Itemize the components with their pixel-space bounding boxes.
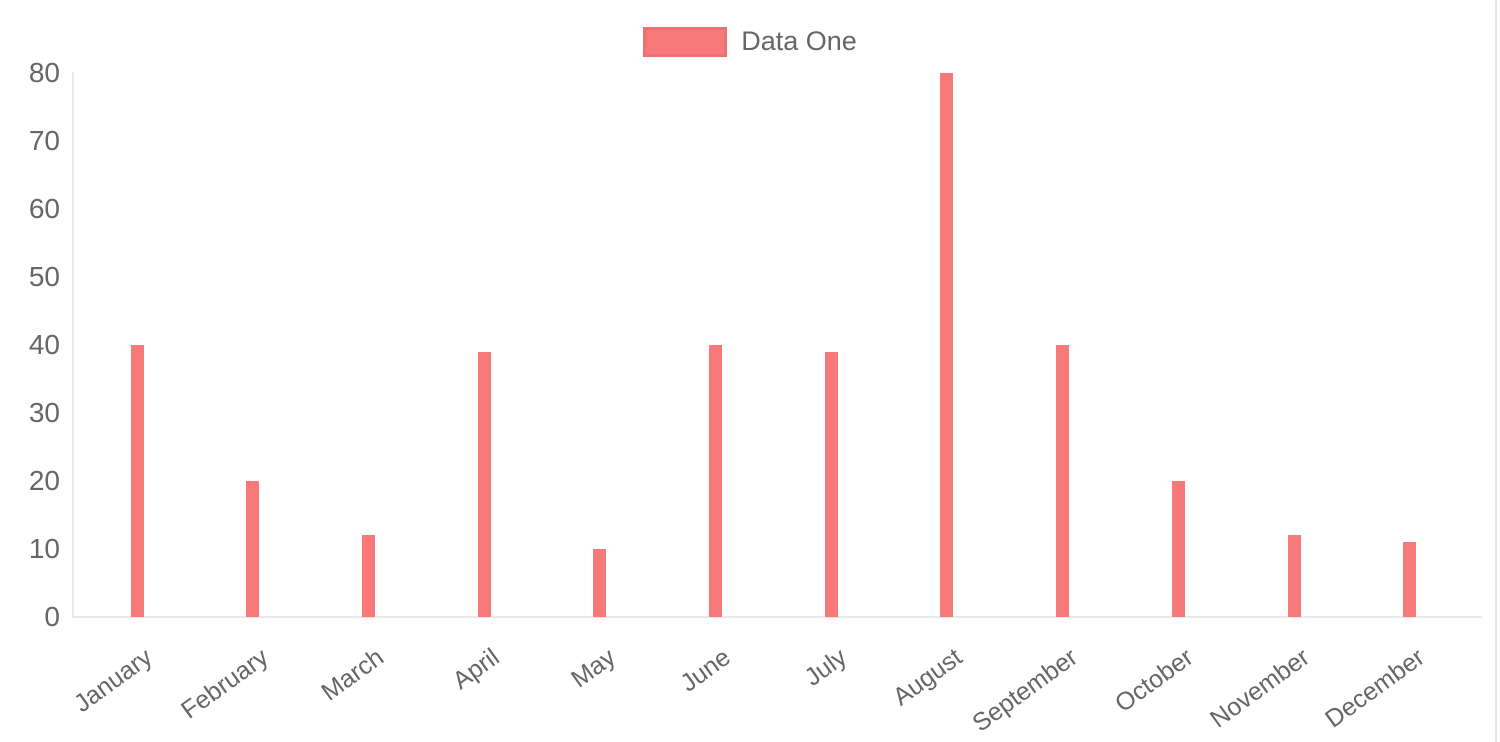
x-tick-label-november: November [1204,643,1315,734]
y-tick-label-10: 10 [28,533,60,564]
bar-january[interactable] [130,345,144,617]
bar-may[interactable] [593,549,607,617]
bar-september[interactable] [1056,345,1070,617]
y-tick-label-50: 50 [28,261,60,292]
y-tick-label-0: 0 [44,601,60,632]
x-tick-label-september: September [967,643,1084,738]
legend-item-data-one[interactable]: Data One [0,26,1500,57]
bar-june[interactable] [709,345,722,617]
x-tick-label-january: January [69,643,158,718]
x-tick-label-october: October [1110,643,1199,718]
bar-july[interactable] [824,351,838,617]
bar-november[interactable] [1287,535,1301,617]
x-tick-label-july: July [799,643,852,692]
y-tick-label-30: 30 [28,397,60,428]
scrollbar-track[interactable] [1495,0,1497,742]
x-tick-label-august: August [887,643,968,712]
x-tick-label-december: December [1320,643,1431,734]
x-tick-label-april: April [447,643,505,696]
x-axis-line [72,616,1482,618]
y-tick-label-20: 20 [28,465,60,496]
bar-december[interactable] [1403,542,1417,617]
x-tick-label-february: February [175,643,274,725]
x-tick-label-june: June [675,643,736,698]
bar-february[interactable] [246,481,260,617]
bar-august[interactable] [940,73,954,617]
y-axis-line [72,72,74,618]
x-tick-label-may: May [565,643,621,694]
legend-label: Data One [741,26,857,56]
y-tick-label-80: 80 [28,57,60,88]
y-tick-label-40: 40 [28,329,60,360]
y-tick-label-60: 60 [28,193,60,224]
legend-color-swatch [643,26,728,57]
bar-april[interactable] [477,351,491,617]
x-tick-label-march: March [316,643,389,707]
y-tick-label-70: 70 [28,125,60,156]
bar-march[interactable] [361,535,375,617]
bar-october[interactable] [1171,481,1185,617]
